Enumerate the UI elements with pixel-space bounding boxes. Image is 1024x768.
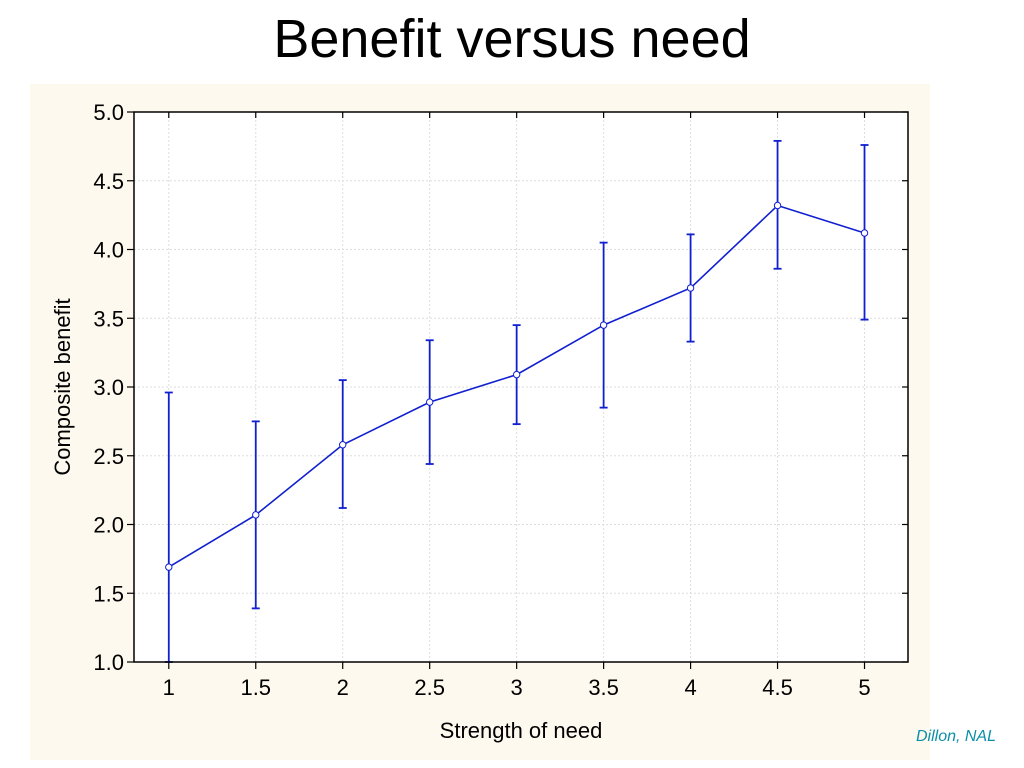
data-points: [165, 201, 869, 571]
y-tick-label: 2.5: [93, 444, 124, 469]
y-tick-labels: 1.0 1.5 2.0 2.5 3.0 3.5 4.0 4.5 5.0: [93, 100, 124, 675]
x-tick-label: 3: [511, 675, 523, 700]
data-point: [686, 284, 695, 292]
y-tick-label: 2.0: [93, 513, 124, 538]
x-tick-label: 2: [337, 675, 349, 700]
credit-text: Dillon, NAL: [915, 728, 996, 745]
x-tick-label: 1: [163, 675, 175, 700]
data-point: [339, 441, 347, 449]
slide-title: Benefit versus need: [273, 9, 751, 69]
data-point: [599, 321, 608, 329]
x-tick-label: 1.5: [240, 675, 271, 700]
data-point: [512, 370, 521, 379]
data-point: [773, 201, 782, 210]
plot-frame: [133, 111, 909, 663]
y-tick-label: 1.5: [93, 581, 124, 606]
x-tick-label: 2.5: [414, 675, 445, 700]
y-tick-label: 5.0: [93, 100, 124, 125]
data-point: [425, 398, 434, 406]
x-tick-label: 4: [684, 675, 696, 700]
data-point: [860, 229, 869, 237]
data-point: [252, 511, 260, 519]
x-axis-label: Strength of need: [440, 718, 603, 743]
data-point: [165, 563, 173, 571]
x-tick-labels: 1 1.5 2 2.5 3 3.5 4 4.5 5: [163, 675, 871, 700]
y-tick-label: 3.0: [93, 375, 124, 400]
y-axis-label: Composite benefit: [50, 298, 75, 475]
y-tick-label: 4.0: [93, 238, 124, 263]
x-tick-label: 3.5: [588, 675, 619, 700]
y-tick-label: 3.5: [93, 306, 124, 331]
x-tick-label: 5: [858, 675, 870, 700]
y-tick-label: 1.0: [93, 650, 124, 675]
x-tick-label: 4.5: [762, 675, 793, 700]
y-tick-label: 4.5: [93, 169, 124, 194]
